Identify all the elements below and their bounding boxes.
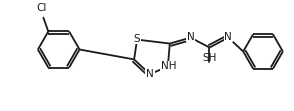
Text: N: N — [146, 69, 154, 79]
Text: SH: SH — [202, 53, 217, 63]
Text: N: N — [187, 32, 195, 42]
Text: Cl: Cl — [36, 3, 46, 13]
Text: NH: NH — [161, 61, 177, 71]
Text: S: S — [134, 34, 141, 44]
Text: N: N — [224, 32, 232, 42]
